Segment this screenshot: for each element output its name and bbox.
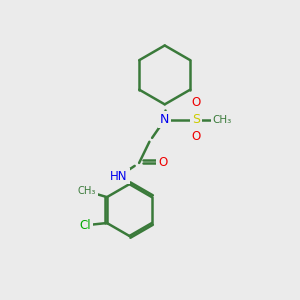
Text: O: O — [158, 157, 167, 169]
Text: O: O — [191, 96, 200, 109]
Text: O: O — [191, 130, 200, 143]
Text: HN: HN — [110, 170, 128, 183]
Text: Cl: Cl — [79, 219, 91, 232]
Text: S: S — [192, 113, 200, 126]
Text: CH₃: CH₃ — [78, 186, 96, 196]
Text: N: N — [160, 113, 169, 126]
Text: CH₃: CH₃ — [212, 115, 232, 125]
